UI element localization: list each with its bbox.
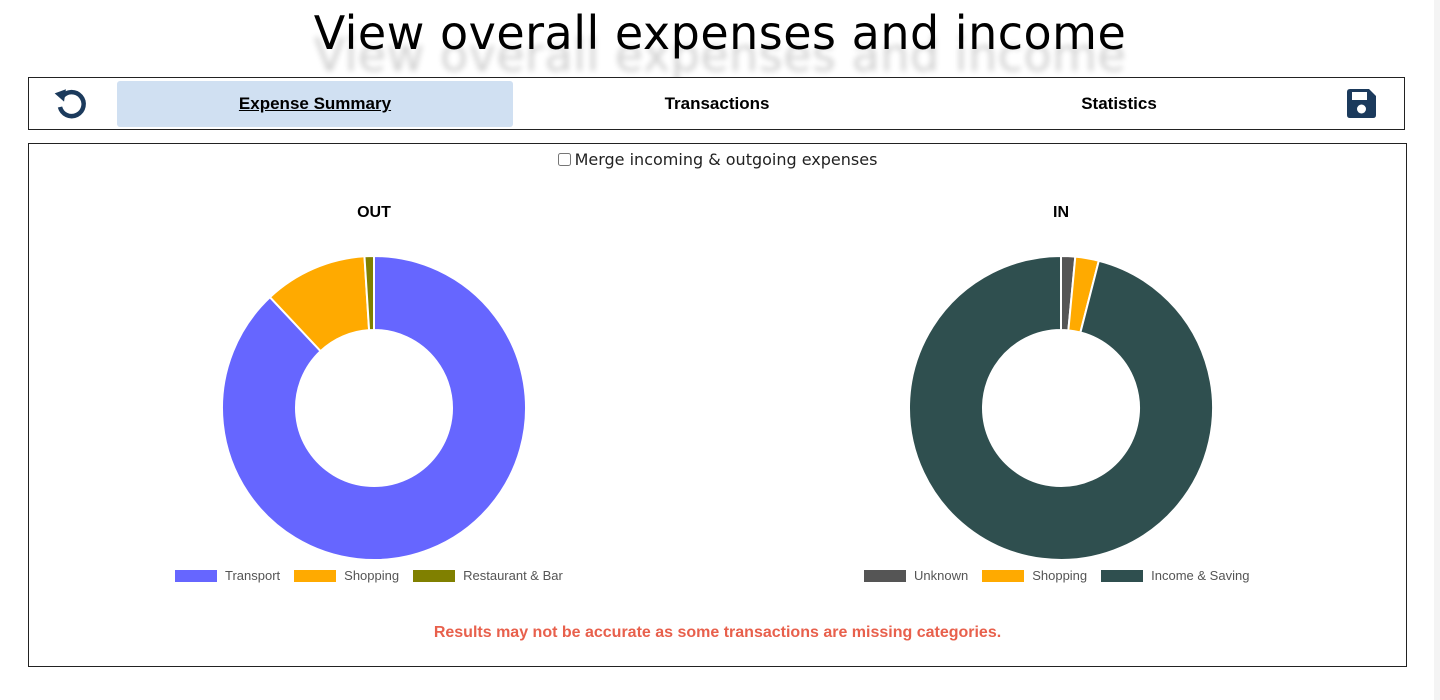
merge-label[interactable]: Merge incoming & outgoing expenses [574,150,878,169]
tab-transactions[interactable]: Transactions [664,94,770,113]
in-legend-item[interactable]: Income & Saving [1101,568,1249,583]
out-slice-restaurant-bar[interactable] [363,254,375,332]
out-donut-chart [221,254,527,561]
in-legend: Unknown Shopping Income & Saving [864,568,1263,583]
missing-categories-warning: Results may not be accurate as some tran… [433,624,1002,641]
in-legend-swatch [864,569,906,582]
reset-icon[interactable] [53,86,89,122]
in-legend-label: Shopping [1032,568,1088,583]
save-icon[interactable] [1343,86,1379,122]
out-legend-label: Shopping [344,568,400,583]
out-legend-swatch [294,569,337,582]
in-legend-swatch [1101,569,1144,582]
out-legend-label: Transport [225,568,281,583]
nav-bar: Expense Summary Transactions Statistics [28,77,1405,130]
in-legend-item[interactable]: Shopping [982,568,1087,583]
in-donut-chart [908,254,1214,561]
out-legend-item[interactable]: Shopping [294,568,399,583]
in-slice-income-saving[interactable] [908,254,1214,561]
page-title: View overall expenses and income [313,6,1127,60]
out-slice-transport[interactable] [221,254,527,561]
out-legend-item[interactable]: Restaurant & Bar [413,568,563,583]
expense-summary-panel: Merge incoming & outgoing expenses OUT T… [28,143,1407,667]
out-legend-item[interactable]: Transport [175,568,280,583]
in-legend-swatch [982,569,1025,582]
tab-statistics[interactable]: Statistics [1081,94,1157,113]
in-legend-label: Income & Saving [1151,568,1250,583]
out-legend-label: Restaurant & Bar [463,568,563,583]
tab-expense-summary[interactable]: Expense Summary [117,81,513,127]
scrollbar[interactable] [1434,0,1440,700]
out-chart-title: OUT [357,204,391,221]
merge-option: Merge incoming & outgoing expenses [29,150,1406,169]
out-legend-swatch [413,569,456,582]
in-chart-title: IN [1053,204,1069,221]
merge-checkbox[interactable] [557,153,571,166]
in-legend-item[interactable]: Unknown [864,568,968,583]
out-legend: Transport Shopping Restaurant & Bar [175,568,577,583]
out-legend-swatch [175,569,217,582]
in-legend-label: Unknown [914,568,969,583]
